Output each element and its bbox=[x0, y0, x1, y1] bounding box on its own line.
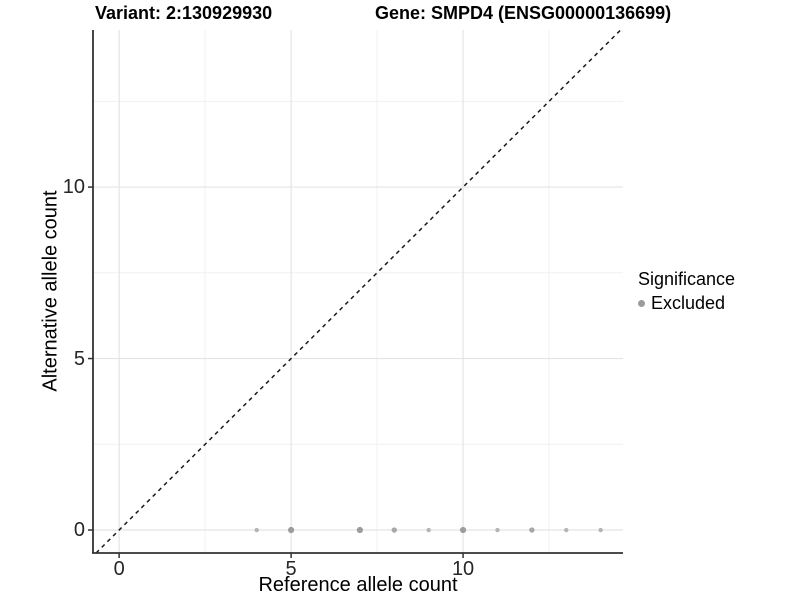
plot-title-gene: Gene: SMPD4 (ENSG00000136699) bbox=[375, 3, 672, 23]
plot-title-variant: Variant: 2:130929930 bbox=[95, 3, 273, 23]
x-tick-label: 5 bbox=[285, 558, 297, 580]
data-point bbox=[254, 527, 259, 533]
data-point bbox=[495, 527, 500, 533]
data-point bbox=[529, 527, 535, 533]
legend-title: Significance bbox=[638, 269, 736, 289]
y-tick-label: 5 bbox=[73, 347, 85, 370]
data-point bbox=[391, 527, 397, 533]
data-point bbox=[288, 526, 295, 534]
data-point bbox=[426, 527, 431, 533]
data-point bbox=[564, 527, 569, 533]
legend-entry-excluded: Excluded bbox=[638, 293, 735, 314]
data-point bbox=[356, 526, 363, 534]
y-tick-label: 0 bbox=[73, 519, 85, 542]
legend-point-icon bbox=[638, 300, 645, 307]
y-tick-label: 10 bbox=[62, 176, 85, 199]
identity-dashed-line bbox=[95, 29, 622, 554]
legend-entry-label: Excluded bbox=[651, 293, 726, 313]
x-tick-label: 0 bbox=[113, 558, 125, 580]
x-tick-label: 10 bbox=[451, 558, 475, 580]
data-point bbox=[459, 526, 467, 534]
x-axis-title: Reference allele count bbox=[258, 574, 458, 596]
legend: Significance Excluded bbox=[638, 269, 735, 314]
data-point bbox=[598, 527, 603, 533]
